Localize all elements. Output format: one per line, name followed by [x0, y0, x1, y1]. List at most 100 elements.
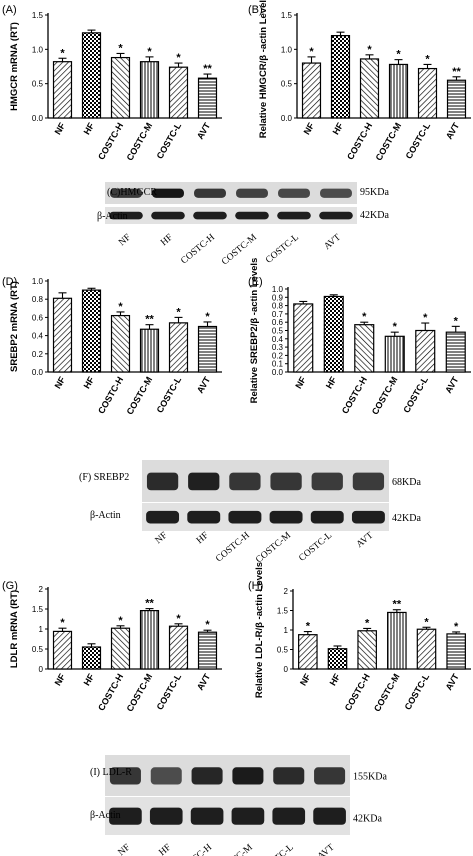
y-axis-label: Relative SREBP2/β -actin Levels — [249, 258, 260, 404]
y-tick-label: 1.5 — [281, 11, 293, 20]
bar-costc-l — [168, 66, 189, 119]
protein-band — [194, 188, 226, 198]
bar-costc-l — [415, 329, 436, 373]
significance-mark: * — [147, 46, 152, 58]
bar-nf — [298, 634, 318, 670]
kda-label: 95KDa — [360, 187, 389, 198]
bar-costc-m — [387, 611, 407, 670]
x-tick-label: NF — [302, 121, 317, 137]
panel-label: (G) — [2, 580, 18, 592]
blot-label: (I) LDL-R — [90, 767, 132, 778]
actin-band — [269, 510, 303, 524]
y-tick-label: 0.6 — [32, 313, 44, 322]
actin-membrane — [105, 797, 350, 835]
y-tick-label: 0.4 — [32, 332, 44, 341]
x-tick-label: COSTC-H — [96, 672, 125, 713]
y-tick-label: 0.5 — [277, 646, 289, 655]
bar-avt — [446, 79, 467, 119]
protein-band — [188, 472, 220, 491]
protein-band — [146, 472, 179, 491]
bar-hf — [81, 289, 102, 373]
blot-membrane — [105, 755, 350, 796]
significance-mark: * — [118, 615, 123, 627]
x-tick-label: NF — [53, 672, 68, 688]
bar-costc-h — [359, 58, 380, 119]
lane-label: NF — [117, 233, 133, 248]
x-tick-label: COSTC-M — [370, 375, 400, 416]
y-tick-label: 1.5 — [32, 11, 44, 20]
y-tick-label: 0.2 — [32, 350, 44, 359]
panel-label: (A) — [2, 4, 17, 16]
lane-label: AVT — [322, 233, 343, 253]
protein-band — [191, 767, 223, 785]
bar-costc-h — [357, 630, 377, 670]
y-tick-label: 0.5 — [272, 327, 284, 336]
x-tick-label: HF — [82, 375, 97, 391]
y-tick-label: 0.7 — [272, 310, 284, 319]
protein-band — [320, 188, 352, 198]
significance-mark: ** — [203, 63, 212, 75]
x-tick-label: COSTC-L — [155, 672, 184, 712]
y-tick-label: 0.3 — [272, 343, 284, 352]
actin-band — [149, 807, 183, 825]
bar-costc-m — [139, 609, 160, 670]
bar-nf — [52, 61, 73, 119]
y-tick-label: 0.2 — [272, 351, 284, 360]
x-tick-label: COSTC-M — [374, 121, 404, 162]
bar-avt — [197, 77, 218, 119]
actin-band — [146, 510, 180, 524]
protein-band — [150, 767, 182, 785]
bar-avt — [197, 325, 218, 373]
actin-band — [187, 510, 221, 524]
bar-costc-l — [416, 628, 437, 670]
lane-label: NF — [154, 531, 170, 546]
panel-label: (H) — [248, 580, 263, 592]
bar-avt — [446, 633, 466, 670]
bar-hf — [330, 34, 351, 119]
x-tick-label: COSTC-L — [155, 375, 184, 415]
y-tick-label: 0.1 — [272, 360, 284, 369]
x-tick-label: AVT — [195, 672, 213, 692]
x-tick-label: NF — [53, 121, 68, 137]
actin-band — [310, 510, 344, 524]
lane-label: COSTC-L — [297, 531, 334, 564]
significance-mark: * — [205, 311, 210, 323]
western-blot-F: NF HF COSTC-H COSTC-M COSTC-L AVT (F) SREBP2 β-… — [79, 460, 421, 565]
chart-G: (G) 0 0.5 1 1.5 2 LDLR mRNA (RT) * NF HF * COSTC-H *… — [2, 580, 222, 713]
x-tick-label: AVT — [443, 375, 461, 395]
significance-mark: * — [60, 47, 65, 59]
actin-band — [235, 211, 269, 220]
significance-mark: ** — [145, 598, 154, 610]
x-tick-label: COSTC-M — [372, 672, 402, 713]
significance-mark: * — [367, 44, 372, 56]
blot-membrane — [105, 182, 357, 204]
bar-costc-l — [168, 322, 189, 373]
y-tick-label: 2 — [284, 587, 289, 596]
y-tick-label: 0.0 — [32, 368, 44, 377]
lane-label: COSTC-M — [216, 842, 255, 856]
x-tick-label: COSTC-M — [125, 375, 155, 416]
lane-label: COSTC-H — [214, 531, 252, 565]
y-tick-label: 0.6 — [272, 318, 284, 327]
bar-costc-l — [417, 67, 438, 119]
x-tick-label: HF — [324, 375, 339, 391]
x-tick-label: COSTC-H — [340, 375, 369, 416]
significance-mark: * — [454, 315, 459, 327]
actin-band — [109, 807, 142, 825]
y-tick-label: 1.0 — [272, 285, 284, 294]
y-tick-label: 0.0 — [281, 114, 293, 123]
panel-label: (B) — [248, 4, 263, 16]
significance-mark: * — [176, 52, 181, 64]
bar-costc-h — [110, 56, 131, 119]
actin-band — [190, 807, 224, 825]
protein-band — [152, 188, 184, 198]
y-tick-label: 0 — [284, 665, 289, 674]
significance-mark: * — [393, 321, 398, 333]
protein-band — [110, 188, 142, 198]
y-axis-label: Relative LDL-R/β -actin Levels — [254, 562, 265, 698]
y-axis-label: HMGCR mRNA (RT) — [9, 22, 20, 111]
bar-hf — [81, 646, 102, 670]
significance-mark: * — [309, 46, 314, 58]
lane-label: COSTC-L — [264, 233, 301, 266]
